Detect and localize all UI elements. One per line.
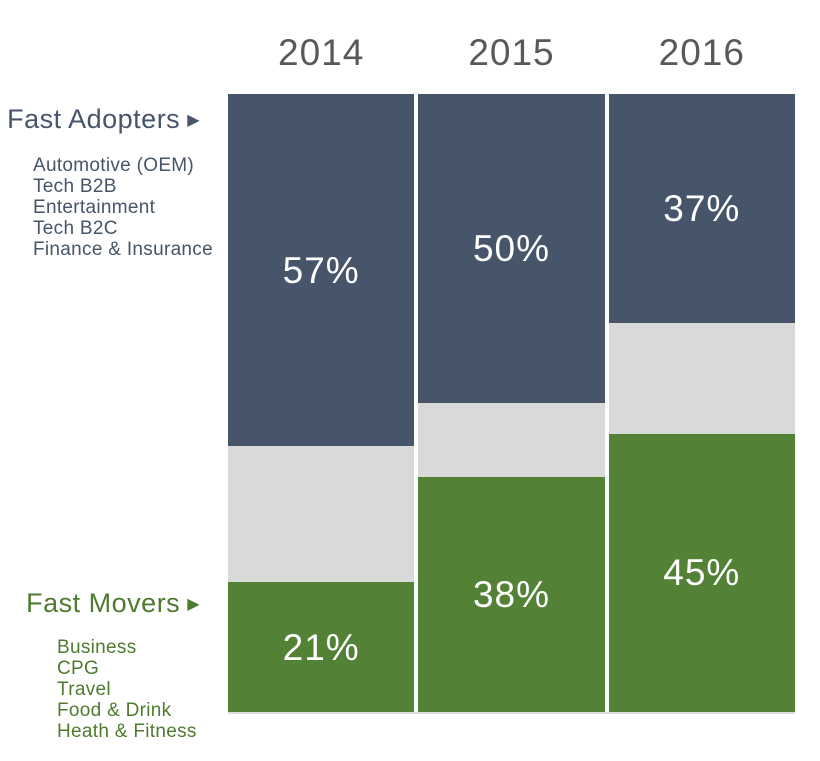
segment-2016-fast-adopters: 37% xyxy=(608,94,795,323)
adopters-list-item-0: Automotive (OEM) xyxy=(33,155,195,176)
year-label-2015: 2015 xyxy=(468,32,555,73)
segment-2016-unlabeled-middle xyxy=(608,322,795,434)
segment-2014-unlabeled-middle xyxy=(228,446,415,583)
movers-list-item-3: Food & Drink xyxy=(57,700,172,721)
segment-value-label-2016-fast-movers: 45% xyxy=(663,552,741,594)
segment-2014-fast-movers: 21% xyxy=(228,582,415,712)
segment-value-label-2016-fast-adopters: 37% xyxy=(663,187,741,229)
chart-baseline xyxy=(228,712,795,714)
segment-2014-fast-adopters: 57% xyxy=(228,94,415,447)
movers-list-item-1: CPG xyxy=(57,658,100,679)
segment-value-label-2014-fast-movers: 21% xyxy=(282,626,360,668)
fast-movers-label-text: Fast Movers xyxy=(26,588,181,618)
movers-list-item-0: Business xyxy=(57,637,137,658)
segment-2015-fast-adopters: 50% xyxy=(418,94,605,403)
year-label-2014: 2014 xyxy=(278,32,365,73)
segment-value-label-2014-fast-adopters: 57% xyxy=(282,249,360,291)
movers-list-item-4: Heath & Fitness xyxy=(57,721,197,742)
bar-column-2016: 37% 45% xyxy=(608,94,795,712)
movers-list-item-2: Travel xyxy=(57,679,111,700)
adopters-list-item-1: Tech B2B xyxy=(33,176,117,197)
fast-movers-list: Business CPG Travel Food & Drink Heath & Fit… xyxy=(57,637,197,742)
x-axis-labels: 2014 2015 2016 xyxy=(228,26,795,80)
fast-adopters-label-text: Fast Adopters xyxy=(7,104,181,134)
fast-adopters-label: Fast Adopters ▶ xyxy=(7,104,200,139)
stacked-bar-chart: 57% 21% 50% 38% 37% 45% xyxy=(228,94,795,712)
arrow-right-icon: ▶ xyxy=(187,596,200,613)
bar-column-2014: 57% 21% xyxy=(228,94,415,712)
segment-value-label-2015-fast-movers: 38% xyxy=(472,574,551,616)
adopters-list-item-2: Entertainment xyxy=(33,197,156,218)
arrow-right-icon: ▶ xyxy=(187,112,200,129)
fast-adopters-list: Automotive (OEM) Tech B2B Entertainment Tec… xyxy=(33,155,213,260)
adopters-list-item-3: Tech B2C xyxy=(33,218,118,239)
segment-2016-fast-movers: 45% xyxy=(608,433,795,712)
segment-2015-fast-movers: 38% xyxy=(418,477,605,712)
segment-value-label-2015-fast-adopters: 50% xyxy=(472,228,551,269)
fast-movers-label: Fast Movers ▶ xyxy=(26,588,200,623)
segment-2015-unlabeled-middle xyxy=(418,403,605,478)
bar-column-2015: 50% 38% xyxy=(418,94,605,712)
year-label-2016: 2016 xyxy=(658,32,745,73)
adopters-list-item-4: Finance & Insurance xyxy=(33,239,213,260)
